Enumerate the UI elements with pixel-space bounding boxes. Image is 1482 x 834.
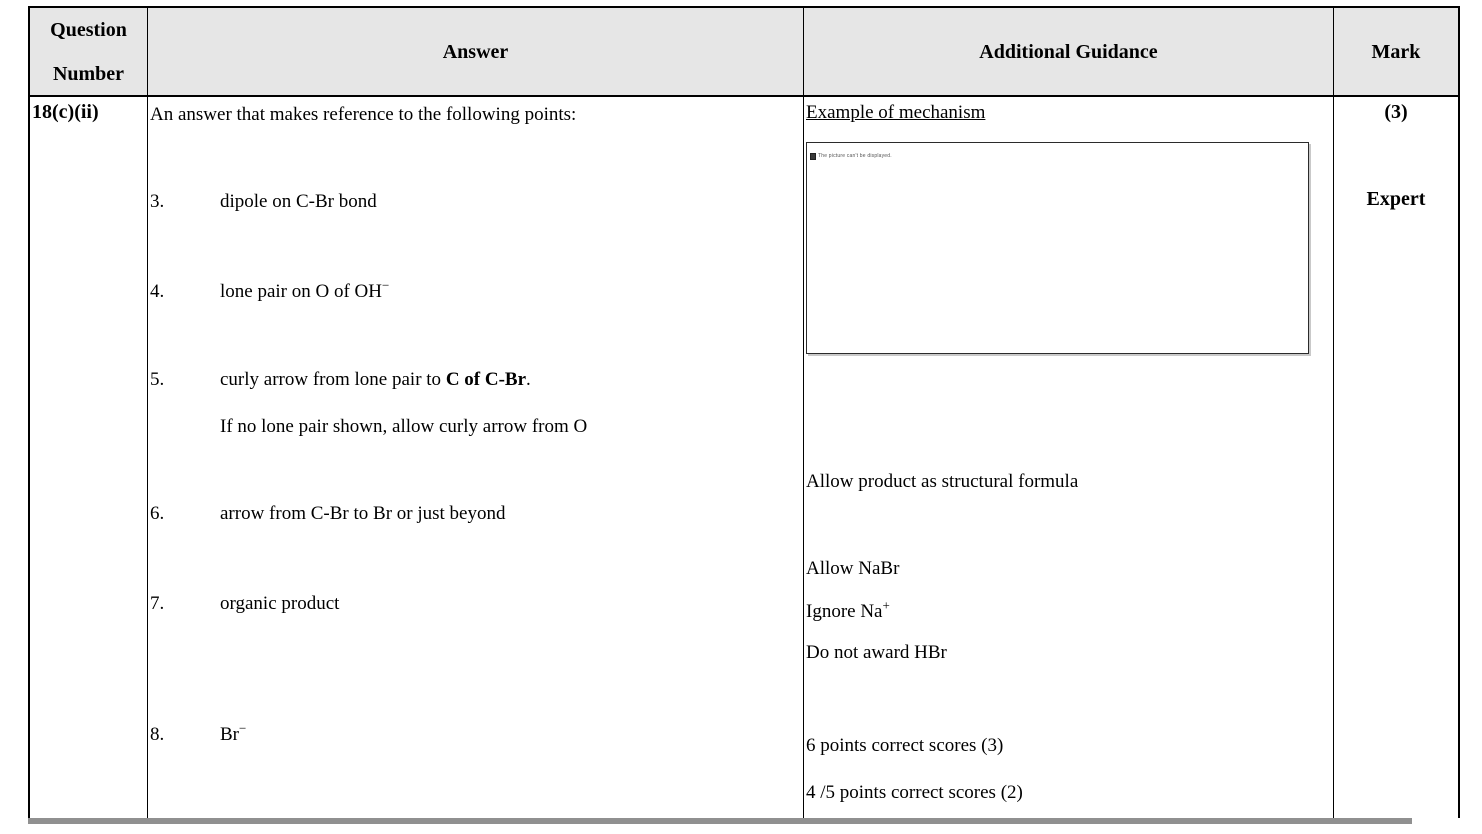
guidance-note-allow-product: Allow product as structural formula [806,471,1079,492]
header-additional-guidance: Additional Guidance [804,8,1334,97]
answer-item-6: 6. arrow from C-Br to Br or just beyond [150,502,505,525]
answer-item-8: 8. Br− [150,720,247,746]
answer-item-5-note: If no lone pair shown, allow curly arrow… [220,416,588,437]
answer-intro: An answer that makes reference to the fo… [150,104,577,125]
answer-item-number: 7. [150,593,165,614]
answer-item-5: 5. curly arrow from lone pair to C of C-B… [150,368,531,391]
guidance-note-score-3: 6 points correct scores (3) [806,735,1004,756]
answer-item-text-after: . [526,369,531,390]
answer-item-number: 4. [150,281,165,302]
answer-item-7: 7. organic product [150,592,339,615]
guidance-note-allow-nabr: Allow NaBr [806,558,900,579]
guidance-note-ignore-text: Ignore Na [806,601,883,622]
answer-item-text: Br [220,724,239,745]
answer-item-text: curly arrow from lone pair to [220,369,446,390]
superscript-minus: − [239,720,247,736]
guidance-note-score-2: 4 /5 points correct scores (2) [806,782,1023,803]
cell-answer: An answer that makes reference to the fo… [148,97,804,818]
mechanism-image-box: The picture can't be displayed. [806,142,1309,354]
answer-item-text: arrow from C-Br to Br or just beyond [220,503,506,524]
superscript-minus: − [382,277,390,293]
guidance-title: Example of mechanism [806,102,986,123]
answer-item-text: dipole on C-Br bond [220,191,377,212]
answer-item-4: 4. lone pair on O of OH− [150,277,390,303]
answer-item-bold-text: C of C-Br [445,369,527,390]
image-placeholder-text: The picture can't be displayed. [818,153,892,159]
answer-item-number: 8. [150,724,165,745]
image-placeholder: The picture can't be displayed. [810,145,892,168]
page-bottom-shadow [28,818,1412,824]
mark-expert-label: Expert [1366,188,1426,210]
answer-item-number: 5. [150,369,165,390]
header-question-number: Question Number [30,8,148,97]
header-mark: Mark [1334,8,1458,97]
guidance-note-no-hbr: Do not award HBr [806,642,947,663]
answer-item-3: 3. dipole on C-Br bond [150,190,377,213]
answer-item-text: lone pair on O of OH [220,281,382,302]
guidance-note-ignore-na: Ignore Na+ [806,597,890,623]
cell-additional-guidance: Example of mechanism The picture can't b… [804,97,1334,818]
answer-item-text: organic product [220,593,340,614]
broken-image-icon [810,153,816,160]
cell-mark: (3) Expert [1334,97,1458,818]
question-number: 18(c)(ii) [32,101,99,123]
mark-value: (3) [1384,101,1408,123]
superscript-plus: + [882,597,890,613]
cell-question-number: 18(c)(ii) [30,97,148,818]
answer-item-number: 6. [150,503,165,524]
mark-scheme-table: Question Number Answer Additional Guidan… [28,6,1460,818]
header-answer: Answer [148,8,804,97]
answer-item-number: 3. [150,191,165,212]
